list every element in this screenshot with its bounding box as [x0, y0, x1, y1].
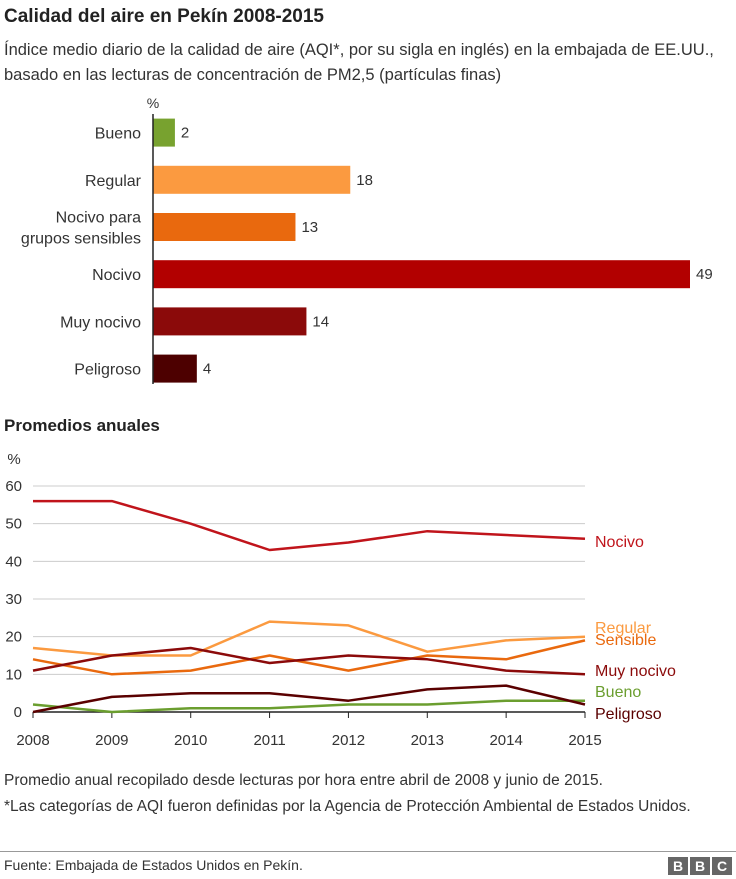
- bar-value-label: 18: [356, 172, 373, 189]
- y-tick-label: 10: [5, 666, 22, 683]
- series-line: [32, 620, 586, 657]
- bar-value-label: 2: [181, 125, 189, 142]
- y-tick-label: 20: [5, 629, 22, 646]
- x-tick-label: 2011: [253, 732, 285, 749]
- series-label: Sensible: [595, 632, 656, 649]
- bar: [153, 354, 197, 383]
- bar: [153, 165, 351, 194]
- logo-letter: B: [690, 857, 710, 875]
- bar: [153, 118, 175, 147]
- chart-notes: Promedio anual recopilado desde lecturas…: [4, 768, 732, 820]
- logo-letter: B: [668, 857, 688, 875]
- bar-value-label: 14: [312, 313, 329, 330]
- chart-subtitle: Índice medio diario de la calidad de air…: [4, 41, 714, 84]
- footer-divider: [0, 851, 736, 852]
- bar-category-label: Nocivo: [92, 267, 141, 284]
- note-line-1: Promedio anual recopilado desde lecturas…: [4, 772, 603, 789]
- series-label: Nocivo: [595, 534, 644, 551]
- bar-unit-label: %: [147, 95, 159, 111]
- bar-category-label: Regular: [85, 173, 142, 190]
- x-tick-label: 2012: [332, 732, 365, 749]
- bar-category-label: Muy nocivo: [60, 314, 141, 331]
- x-tick-label: 2015: [568, 732, 601, 749]
- series-line: [32, 684, 586, 714]
- source-text: Fuente: Embajada de Estados Unidos en Pe…: [4, 857, 303, 873]
- x-tick-label: 2010: [174, 732, 207, 749]
- bar-value-label: 49: [696, 266, 713, 283]
- bar-category-label: Peligroso: [74, 362, 141, 379]
- chart-title: Calidad del aire en Pekín 2008-2015: [4, 6, 325, 27]
- x-tick-label: 2008: [16, 732, 49, 749]
- note-line-2: *Las categorías de AQI fueron definidas …: [4, 798, 691, 815]
- bar-category-label: Bueno: [95, 126, 141, 143]
- line-chart-title: Promedios anuales: [4, 416, 160, 435]
- series-label: Peligroso: [595, 706, 662, 723]
- logo-letter: C: [712, 857, 732, 875]
- x-tick-label: 2014: [489, 732, 522, 749]
- y-tick-label: 40: [5, 553, 22, 570]
- x-tick-label: 2009: [95, 732, 128, 749]
- bar-chart: % 2 Bueno 18 Regular 13 Nocivo para grupos sens…: [21, 95, 713, 384]
- bar-value-label: 4: [203, 361, 211, 378]
- line-chart: % 0 10 20 30 40 50 60 2008 2009 2010 2011 2012 2013 20…: [5, 451, 676, 749]
- bar-category-label: grupos sensibles: [21, 231, 141, 248]
- bar-value-label: 13: [301, 219, 318, 236]
- y-tick-label: 60: [5, 478, 22, 495]
- bar: [153, 307, 307, 336]
- y-axis-label: %: [7, 451, 20, 468]
- series-line: [33, 499, 586, 552]
- bar-category-label: Nocivo para: [56, 210, 141, 227]
- y-tick-label: 50: [5, 516, 22, 533]
- y-tick-label: 0: [14, 704, 22, 721]
- series-line: [32, 639, 586, 676]
- bbc-logo: B B C: [668, 857, 732, 875]
- series-label: Bueno: [595, 684, 641, 701]
- y-tick-label: 30: [5, 591, 22, 608]
- x-tick-label: 2013: [411, 732, 444, 749]
- series-label: Muy nocivo: [595, 663, 676, 680]
- bar: [153, 213, 296, 241]
- bar: [153, 260, 690, 289]
- series-line: [32, 699, 585, 714]
- series-label: Regular: [595, 620, 652, 637]
- series-line: [32, 646, 586, 676]
